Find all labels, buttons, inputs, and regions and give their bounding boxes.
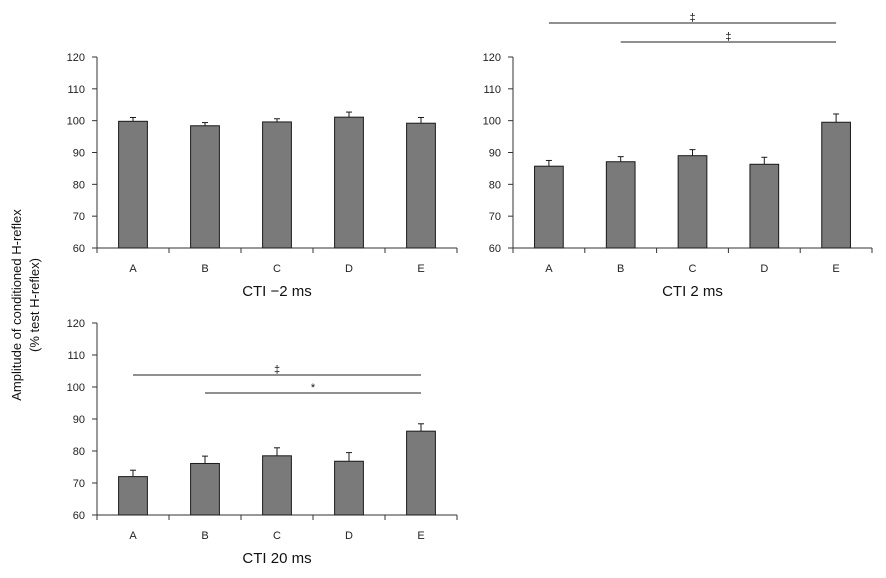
x-tick-label: C bbox=[689, 263, 697, 275]
y-tick-label: 110 bbox=[67, 84, 85, 96]
y-axis-title-line1: Amplitude of conditioned H-reflex bbox=[9, 209, 24, 401]
bar bbox=[190, 462, 220, 516]
x-tick-label: E bbox=[417, 530, 424, 542]
x-axis-title: CTI −2 ms bbox=[242, 283, 312, 300]
y-tick-label: 80 bbox=[73, 446, 85, 458]
chart-cti-2ms: 60 70 80 90 100 110 120 A B C D E CTI 2 ms ‡ ‡ bbox=[483, 12, 873, 300]
y-tick-label: 80 bbox=[73, 179, 85, 191]
x-tick-label: A bbox=[129, 263, 137, 275]
chart-cti-minus-2ms: 60 70 80 90 100 110 120 A B C D E CTI −2 ms bbox=[67, 52, 458, 300]
x-tick-label: D bbox=[760, 263, 768, 275]
bar bbox=[190, 125, 220, 249]
significance-marker: ‡ bbox=[725, 31, 731, 43]
y-tick-label: 70 bbox=[489, 211, 501, 223]
y-tick-label: 70 bbox=[73, 478, 85, 490]
x-tick-label: C bbox=[273, 530, 281, 542]
x-tick-label: A bbox=[129, 530, 137, 542]
y-tick-label: 60 bbox=[73, 243, 85, 255]
x-tick-label: C bbox=[273, 263, 281, 275]
y-tick-label: 70 bbox=[73, 211, 85, 223]
bar bbox=[262, 455, 292, 516]
y-tick-label: 90 bbox=[73, 148, 85, 160]
bar bbox=[118, 120, 148, 249]
y-tick-label: 90 bbox=[73, 414, 85, 426]
significance-marker: ‡ bbox=[689, 12, 695, 24]
y-tick-label: 120 bbox=[67, 52, 85, 64]
significance-marker: * bbox=[311, 382, 316, 394]
x-tick-label: B bbox=[617, 263, 624, 275]
y-tick-label: 60 bbox=[73, 510, 85, 522]
bar bbox=[334, 116, 364, 249]
significance-marker: ‡ bbox=[274, 364, 280, 376]
bar bbox=[334, 460, 364, 516]
y-tick-label: 100 bbox=[67, 116, 85, 128]
y-tick-label: 110 bbox=[483, 84, 501, 96]
bar bbox=[749, 163, 780, 249]
bar bbox=[406, 122, 436, 249]
y-tick-label: 60 bbox=[489, 243, 501, 255]
bar bbox=[677, 155, 708, 249]
y-axis-title-line2: (% test H-reflex) bbox=[27, 258, 42, 352]
x-tick-label: E bbox=[832, 263, 839, 275]
y-tick-label: 120 bbox=[483, 52, 501, 64]
x-tick-label: D bbox=[345, 263, 353, 275]
bar bbox=[534, 165, 564, 249]
bar bbox=[605, 161, 636, 249]
y-tick-label: 100 bbox=[483, 116, 501, 128]
x-axis-title: CTI 2 ms bbox=[662, 283, 723, 300]
x-tick-label: D bbox=[345, 530, 353, 542]
chart-cti-20ms: 60 70 80 90 100 110 120 A B C D E CTI 20 ms ‡ * bbox=[67, 318, 458, 567]
y-tick-label: 120 bbox=[67, 318, 85, 330]
bar bbox=[406, 430, 436, 516]
x-axis-title: CTI 20 ms bbox=[242, 550, 311, 567]
bar bbox=[118, 476, 148, 516]
x-tick-label: B bbox=[201, 263, 208, 275]
bar bbox=[821, 121, 851, 249]
y-tick-label: 110 bbox=[67, 350, 85, 362]
y-tick-label: 90 bbox=[489, 148, 501, 160]
x-tick-label: A bbox=[545, 263, 553, 275]
x-tick-label: E bbox=[417, 263, 424, 275]
y-tick-label: 100 bbox=[67, 382, 85, 394]
y-axis-title: Amplitude of conditioned H-reflex (% tes… bbox=[9, 209, 42, 401]
y-tick-label: 80 bbox=[489, 179, 501, 191]
bar bbox=[262, 121, 292, 249]
x-tick-label: B bbox=[201, 530, 208, 542]
